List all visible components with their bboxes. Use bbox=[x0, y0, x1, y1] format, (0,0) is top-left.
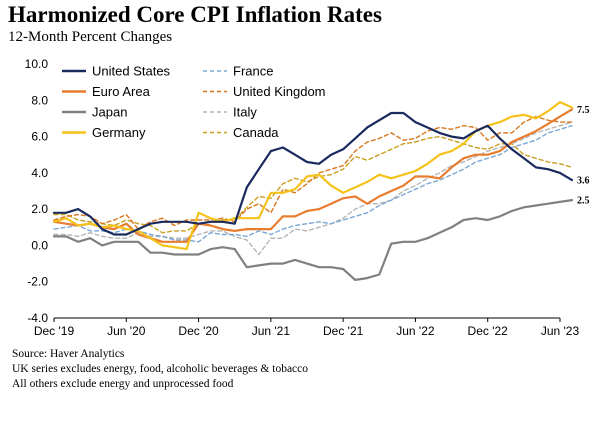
legend-label: Japan bbox=[92, 105, 127, 120]
chart-subtitle: 12-Month Percent Changes bbox=[8, 29, 173, 45]
series-line-japan bbox=[52, 199, 574, 281]
legend-label: United Kingdom bbox=[233, 84, 326, 99]
series-line-united-states bbox=[52, 111, 574, 236]
x-tick-label: Dec '22 bbox=[468, 324, 509, 338]
uk-series-note: UK series excludes energy, food, alcohol… bbox=[12, 363, 309, 375]
end-label: 7.5 bbox=[577, 105, 590, 116]
x-tick-label: Jun '21 bbox=[252, 324, 291, 338]
notes: Source: Haver Analytics UK series exclud… bbox=[12, 347, 308, 392]
x-tick-label: Dec '20 bbox=[178, 324, 219, 338]
legend-label: France bbox=[233, 64, 273, 79]
legend-label: Canada bbox=[233, 125, 279, 140]
legend-entry-japan: Japan bbox=[62, 105, 127, 120]
legend-label: Germany bbox=[92, 125, 146, 140]
legend-entry-germany: Germany bbox=[62, 125, 146, 140]
legend-entry-united-kingdom: United Kingdom bbox=[203, 84, 326, 99]
legend-label: United States bbox=[92, 64, 171, 79]
legend-entry-united-states: United States bbox=[62, 64, 171, 79]
legend-label: Italy bbox=[233, 105, 257, 120]
series-line-canada bbox=[53, 135, 573, 234]
x-tick-label: Jun '23 bbox=[541, 324, 580, 338]
y-tick-label: 2.0 bbox=[31, 202, 48, 216]
x-tick-label: Dec '19 bbox=[34, 324, 75, 338]
y-tick-label: 8.0 bbox=[31, 93, 48, 107]
series-line-euro-area bbox=[52, 108, 574, 243]
legend-entry-france: France bbox=[203, 64, 273, 79]
y-tick-label: 4.0 bbox=[31, 166, 48, 180]
end-labels: 7.5 3.6 2.5 bbox=[577, 105, 590, 207]
y-tick-label: -2.0 bbox=[27, 275, 48, 289]
series-line-italy bbox=[53, 121, 573, 256]
x-tick-label: Dec '21 bbox=[323, 324, 364, 338]
chart-title: Harmonized Core CPI Inflation Rates bbox=[8, 2, 382, 27]
legend-entry-canada: Canada bbox=[203, 125, 279, 140]
y-tick-label: 0.0 bbox=[31, 238, 48, 252]
end-label: 3.6 bbox=[577, 176, 590, 187]
x-tick-label: Jun '22 bbox=[396, 324, 435, 338]
other-series-note: All others exclude energy and unprocesse… bbox=[12, 378, 234, 390]
legend: United States France Euro Area United Kingd… bbox=[62, 64, 326, 140]
series-line-france bbox=[53, 124, 573, 243]
y-tick-label: -4.0 bbox=[27, 311, 48, 325]
legend-entry-italy: Italy bbox=[203, 105, 257, 120]
legend-label: Euro Area bbox=[92, 84, 151, 99]
y-tick-label: 10.0 bbox=[25, 57, 49, 71]
y-tick-label: 6.0 bbox=[31, 130, 48, 144]
source-note: Source: Haver Analytics bbox=[12, 348, 125, 360]
x-tick-label: Jun '20 bbox=[107, 324, 146, 338]
series-layer bbox=[52, 100, 574, 281]
legend-entry-euro-area: Euro Area bbox=[62, 84, 151, 99]
end-label: 2.5 bbox=[577, 196, 590, 207]
